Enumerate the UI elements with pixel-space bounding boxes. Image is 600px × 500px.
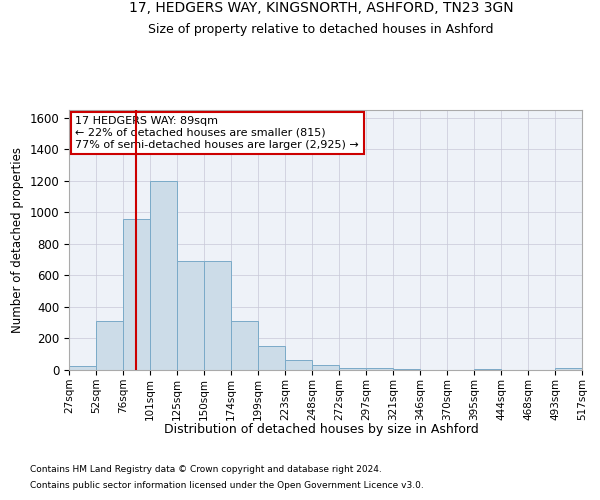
Y-axis label: Number of detached properties: Number of detached properties bbox=[11, 147, 24, 333]
Text: Size of property relative to detached houses in Ashford: Size of property relative to detached ho… bbox=[148, 22, 494, 36]
Text: Distribution of detached houses by size in Ashford: Distribution of detached houses by size … bbox=[164, 422, 478, 436]
Bar bbox=[474, 368, 501, 370]
Text: 17, HEDGERS WAY, KINGSNORTH, ASHFORD, TN23 3GN: 17, HEDGERS WAY, KINGSNORTH, ASHFORD, TN… bbox=[128, 2, 514, 16]
Bar bbox=[366, 368, 393, 370]
Bar bbox=[312, 366, 339, 370]
Bar bbox=[285, 360, 312, 370]
Bar bbox=[258, 346, 285, 370]
Bar bbox=[150, 181, 177, 370]
Bar bbox=[69, 366, 96, 370]
Bar bbox=[231, 321, 258, 370]
Text: Contains public sector information licensed under the Open Government Licence v3: Contains public sector information licen… bbox=[30, 480, 424, 490]
Bar bbox=[123, 218, 150, 370]
Bar bbox=[555, 368, 582, 370]
Text: 17 HEDGERS WAY: 89sqm
← 22% of detached houses are smaller (815)
77% of semi-det: 17 HEDGERS WAY: 89sqm ← 22% of detached … bbox=[76, 116, 359, 150]
Bar bbox=[96, 321, 123, 370]
Bar bbox=[177, 262, 204, 370]
Bar bbox=[204, 262, 231, 370]
Bar bbox=[393, 369, 420, 370]
Text: Contains HM Land Registry data © Crown copyright and database right 2024.: Contains HM Land Registry data © Crown c… bbox=[30, 466, 382, 474]
Bar bbox=[339, 368, 366, 370]
